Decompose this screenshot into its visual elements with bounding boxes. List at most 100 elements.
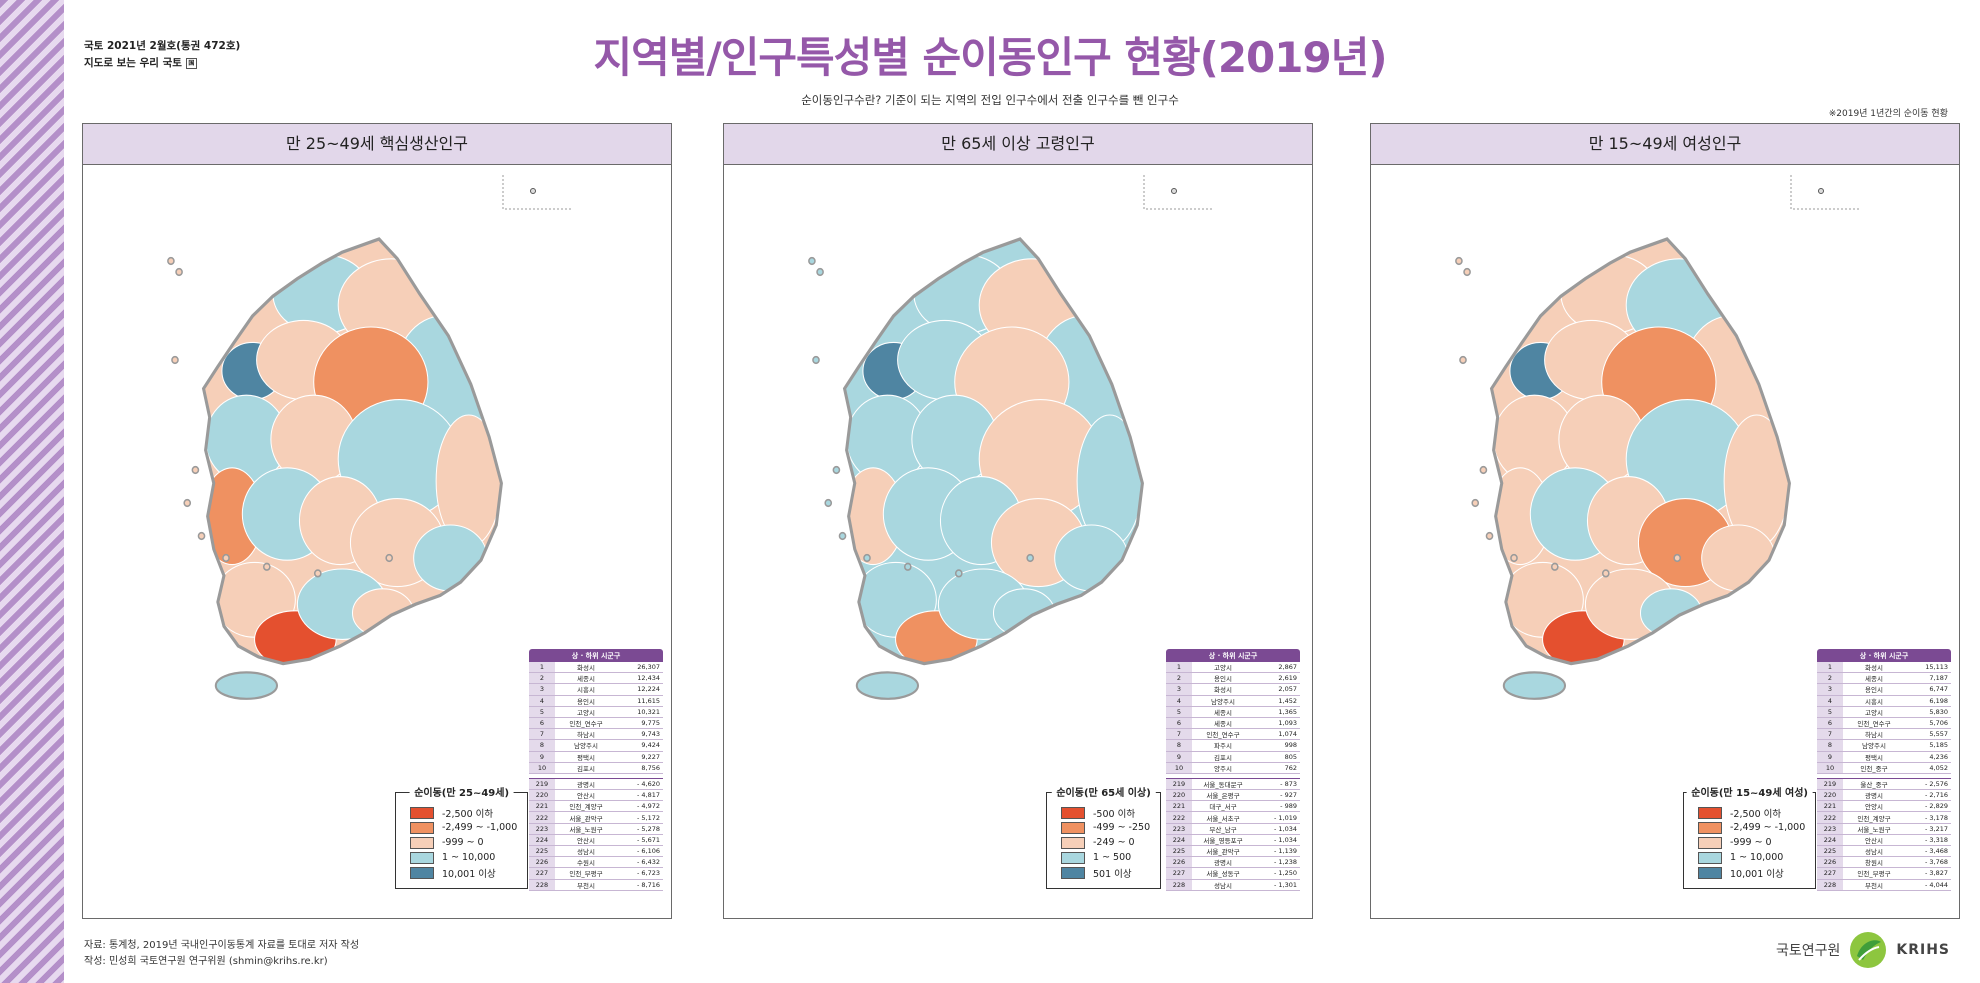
rank-cell: 220 xyxy=(1817,789,1843,802)
ranking-table-header: 상 · 하위 시군구 xyxy=(1166,649,1300,662)
value-cell: - 873 xyxy=(1254,778,1300,791)
region-cell: 성남시 xyxy=(1843,845,1905,858)
rank-cell: 228 xyxy=(529,879,555,891)
legend-swatch xyxy=(1698,836,1722,849)
legend-label: 10,001 이상 xyxy=(1730,868,1784,880)
legend-label: 501 이상 xyxy=(1093,868,1132,880)
value-cell: 5,830 xyxy=(1905,706,1951,718)
value-cell: 2,867 xyxy=(1254,662,1300,674)
value-cell: - 1,019 xyxy=(1254,811,1300,824)
rank-cell: 1 xyxy=(1817,662,1843,674)
value-cell: 5,557 xyxy=(1905,728,1951,741)
table-row: 222 서울_관악구 - 5,172 xyxy=(529,811,663,824)
value-cell: 9,227 xyxy=(617,751,663,763)
rank-cell: 224 xyxy=(529,834,555,847)
logo-english-name: KRIHS xyxy=(1896,942,1950,958)
table-row: 6 인천_연수구 9,775 xyxy=(529,717,663,730)
small-island xyxy=(1479,465,1488,475)
legend-item: -999 ~ 0 xyxy=(410,835,517,850)
rank-cell: 5 xyxy=(1817,706,1843,718)
ranking-table-header: 상 · 하위 시군구 xyxy=(529,649,663,662)
small-island xyxy=(1463,267,1471,277)
table-row: 2 용인시 2,619 xyxy=(1166,672,1300,685)
table-row: 10 김포시 8,756 xyxy=(529,762,663,774)
rank-cell: 3 xyxy=(1817,683,1843,696)
rank-cell: 225 xyxy=(529,845,555,858)
ranking-table: 상 · 하위 시군구 1 화성시 26,307 2 세종시 12,434 3 시흥시 12,22… xyxy=(529,649,663,891)
region-cell: 창원시 xyxy=(1843,856,1905,869)
value-cell: - 2,829 xyxy=(1905,800,1951,813)
panel-title: 만 15~49세 여성인구 xyxy=(1371,124,1959,165)
value-cell: 12,434 xyxy=(617,672,663,685)
rank-cell: 1 xyxy=(1166,662,1192,674)
value-cell: - 927 xyxy=(1254,789,1300,802)
rank-cell: 2 xyxy=(1166,672,1192,685)
region-cell: 용인시 xyxy=(1192,672,1254,685)
value-cell: - 1,238 xyxy=(1254,856,1300,869)
legend-label: 1 ~ 10,000 xyxy=(442,852,496,863)
table-row: 224 안산시 - 3,318 xyxy=(1817,834,1951,847)
rank-cell: 7 xyxy=(1166,728,1192,741)
table-row: 3 용인시 6,747 xyxy=(1817,683,1951,696)
author-credit: 작성: 민성희 국토연구원 연구위원 (shmin@krihs.re.kr) xyxy=(84,956,328,967)
legend-item: -500 이하 xyxy=(1061,805,1150,820)
rank-cell: 219 xyxy=(529,778,555,791)
legend-item: 10,001 이상 xyxy=(1698,865,1805,880)
value-cell: - 3,318 xyxy=(1905,834,1951,847)
district-region xyxy=(1639,588,1703,638)
legend-swatch xyxy=(1698,821,1722,834)
legend-swatch xyxy=(410,806,434,819)
region-cell: 서울_노원구 xyxy=(555,823,617,835)
value-cell: 1,452 xyxy=(1254,695,1300,707)
rank-cell: 8 xyxy=(1817,739,1843,752)
table-row: 228 부천시 - 8,716 xyxy=(529,879,663,891)
legend-label: -999 ~ 0 xyxy=(1730,837,1772,848)
table-row: 225 서울_관악구 - 1,139 xyxy=(1166,845,1300,858)
legend-label: -999 ~ 0 xyxy=(442,837,484,848)
legend-item: -999 ~ 0 xyxy=(1698,835,1805,850)
region-cell: 인천_부평구 xyxy=(1843,867,1905,880)
region-cell: 고양시 xyxy=(555,706,617,718)
region-cell: 화성시 xyxy=(1192,683,1254,696)
issue-label: 국토 2021년 2월호(통권 472호) xyxy=(84,40,241,52)
value-cell: - 4,044 xyxy=(1905,879,1951,891)
legend-title: 순이동(만 25~49세) xyxy=(409,784,515,799)
value-cell: 762 xyxy=(1254,762,1300,774)
table-row: 10 양주시 762 xyxy=(1166,762,1300,774)
legend-item: -249 ~ 0 xyxy=(1061,835,1150,850)
region-cell: 인천_연수구 xyxy=(1192,728,1254,741)
rank-cell: 6 xyxy=(529,717,555,730)
region-cell: 서울_관악구 xyxy=(555,811,617,824)
table-row: 226 창원시 - 3,768 xyxy=(1817,856,1951,869)
small-island xyxy=(1673,553,1682,563)
small-island xyxy=(385,553,394,563)
small-island xyxy=(824,498,833,508)
table-row: 222 서울_서초구 - 1,019 xyxy=(1166,811,1300,824)
region-cell: 서울_성동구 xyxy=(1192,867,1254,880)
rank-cell: 227 xyxy=(529,867,555,880)
table-row: 221 안양시 - 2,829 xyxy=(1817,800,1951,813)
value-cell: - 6,432 xyxy=(617,856,663,869)
district-region xyxy=(1701,524,1776,592)
inset-frame xyxy=(502,175,573,210)
value-cell: - 8,716 xyxy=(617,879,663,891)
region-cell: 안산시 xyxy=(1843,834,1905,847)
small-island xyxy=(1459,355,1467,365)
table-row: 9 평택시 4,236 xyxy=(1817,751,1951,763)
table-row: 219 광명시 - 4,620 xyxy=(529,778,663,791)
region-cell: 부천시 xyxy=(555,879,617,891)
rank-cell: 6 xyxy=(1817,717,1843,730)
ulleungdo-island xyxy=(1818,188,1824,194)
table-row: 3 화성시 2,057 xyxy=(1166,683,1300,696)
publication-info: 국토 2021년 2월호(통권 472호) 지도로 보는 우리 국토 国 xyxy=(84,38,240,72)
rank-cell: 222 xyxy=(1166,811,1192,824)
legend-swatch xyxy=(410,851,434,864)
legend-item: -2,499 ~ -1,000 xyxy=(410,820,517,835)
rank-cell: 5 xyxy=(1166,706,1192,718)
region-cell: 광명시 xyxy=(555,778,617,791)
region-cell: 시흥시 xyxy=(555,683,617,696)
legend-swatch xyxy=(1061,836,1085,849)
region-cell: 부천시 xyxy=(1843,879,1905,891)
small-island xyxy=(816,267,824,277)
value-cell: - 5,671 xyxy=(617,834,663,847)
